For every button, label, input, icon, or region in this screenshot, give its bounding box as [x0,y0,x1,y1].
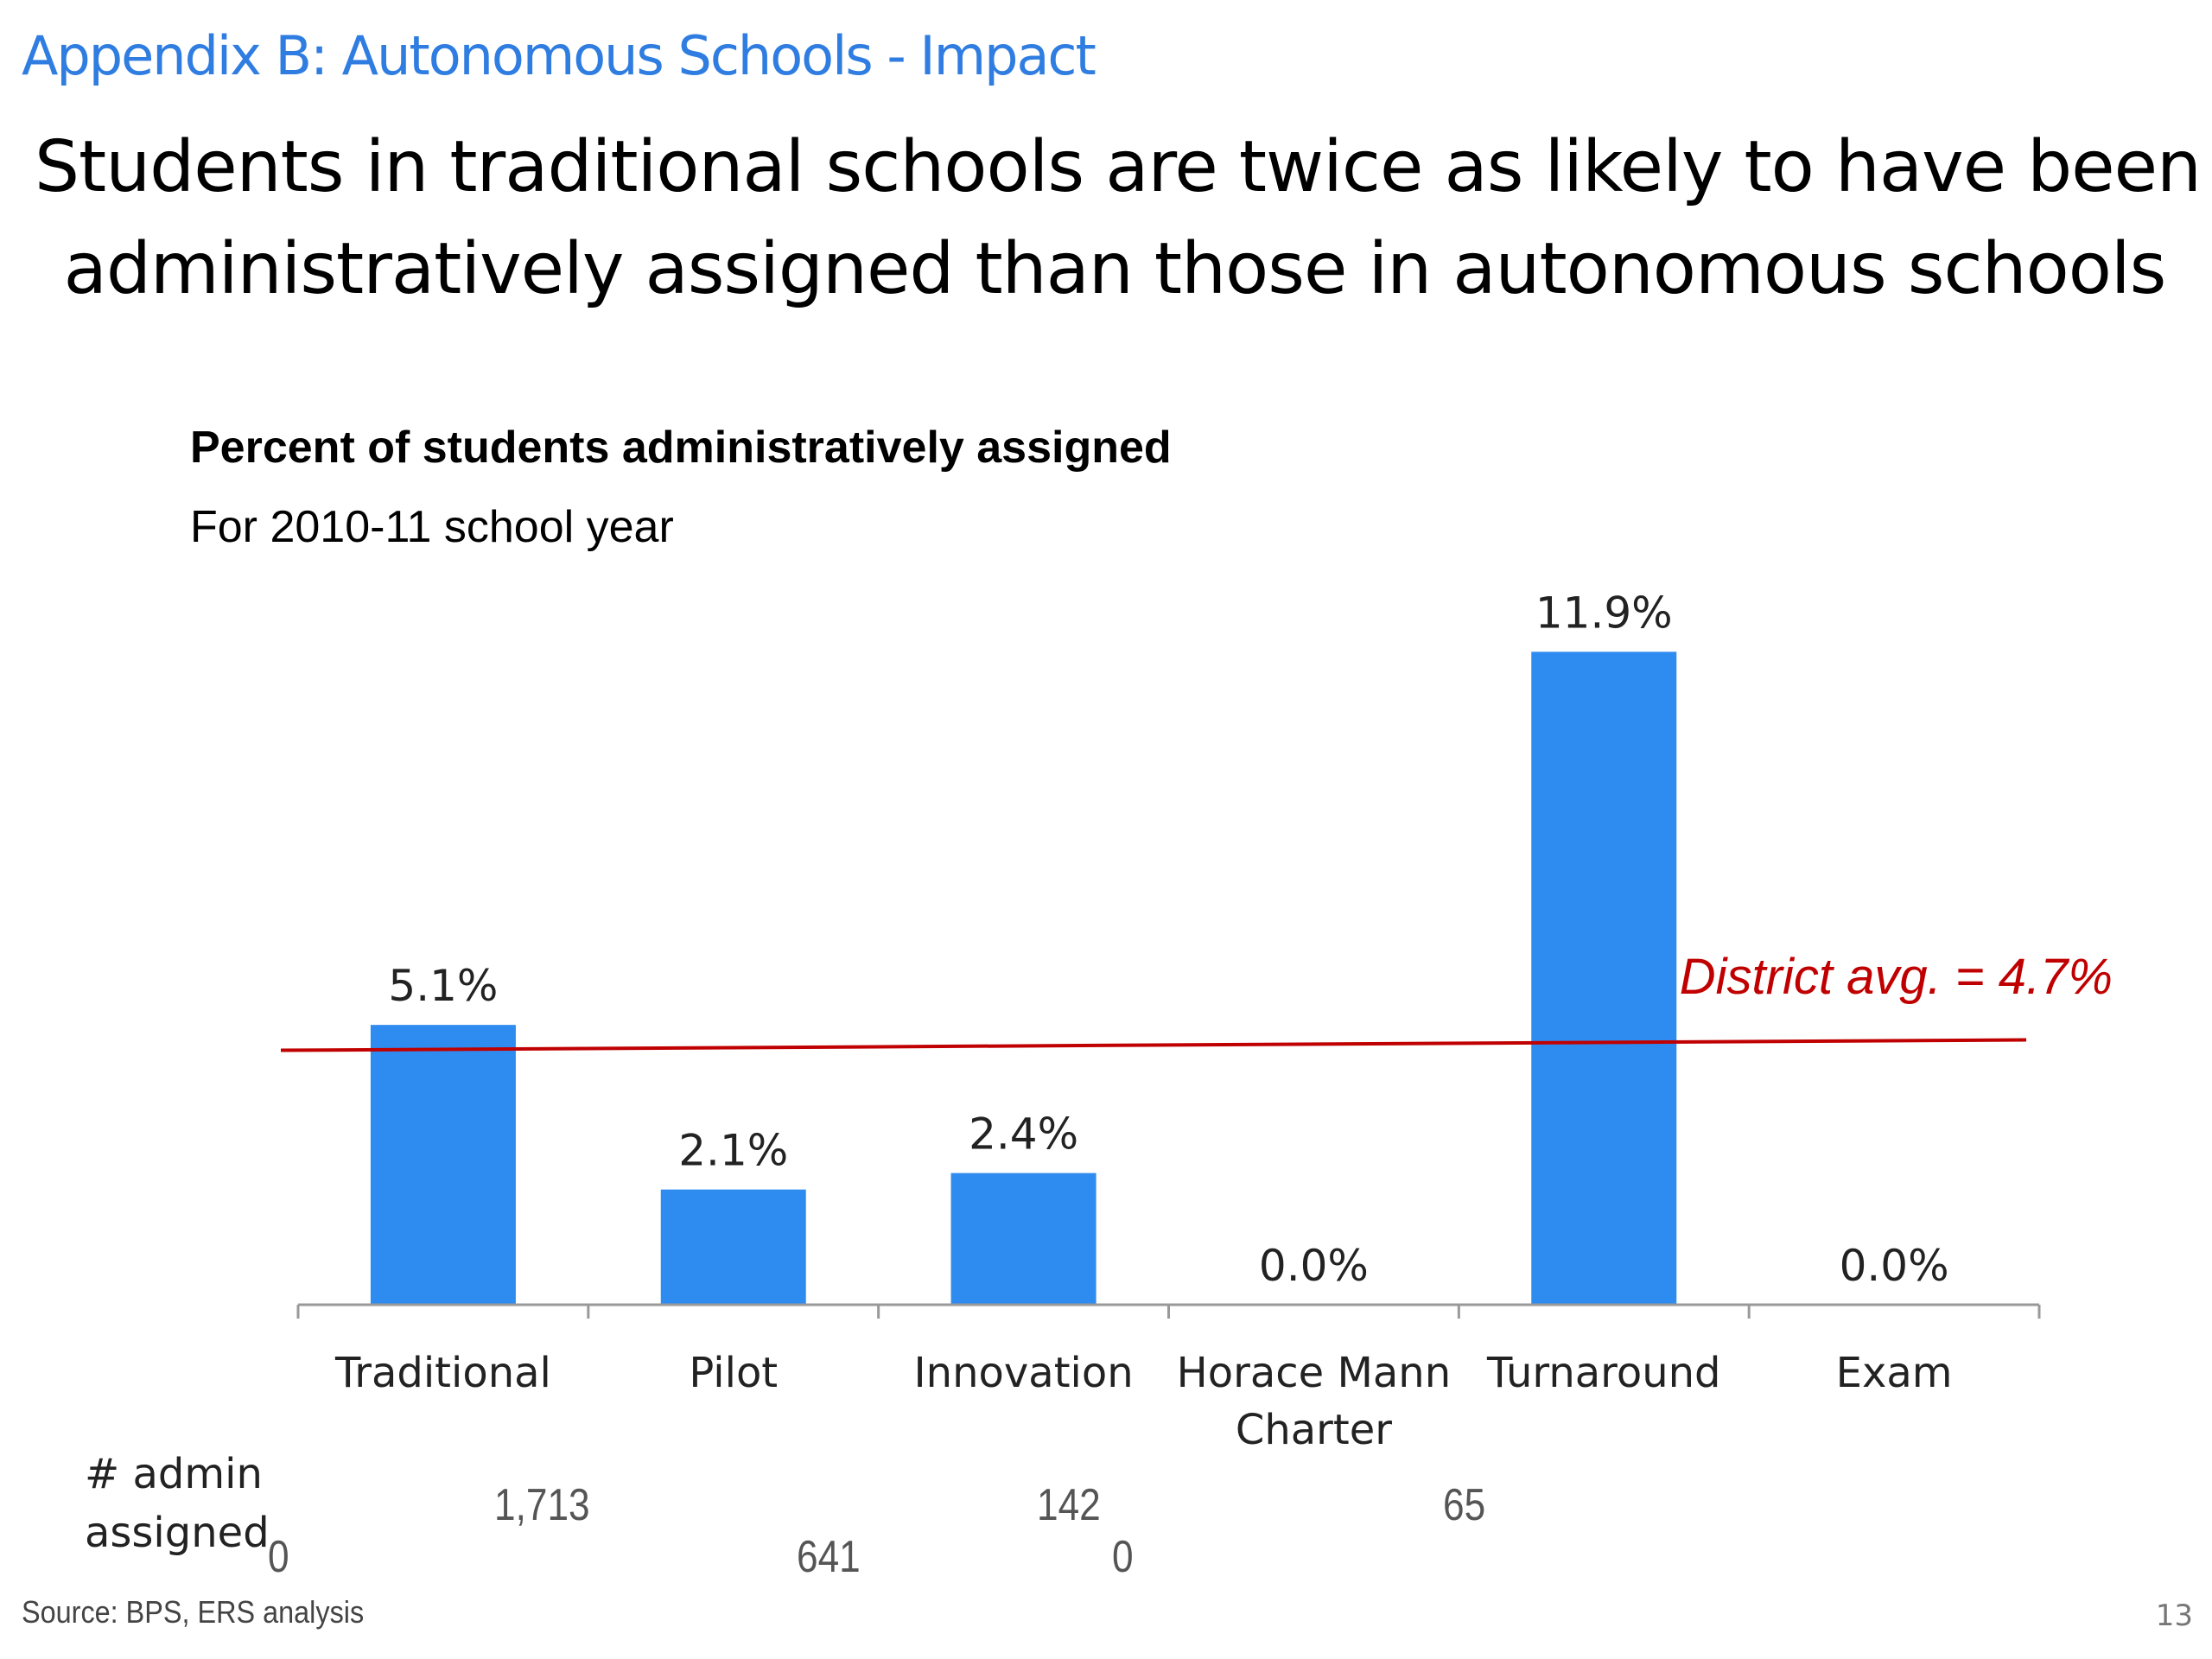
headline-line-2: administratively assigned than those in … [63,228,2167,310]
admin-count-4: 142 [1037,1480,1101,1530]
bar-2 [660,1189,806,1305]
chart-title: Percent of students administratively ass… [190,423,1172,473]
source-note: Source: BPS, ERS analysis [22,1594,365,1630]
headline: Students in traditional schools are twic… [35,117,2202,321]
district-average-label: District avg. = 4.7% [1680,949,2113,1005]
page-number: 13 [2155,1599,2193,1633]
admin-count-5: 0 [1112,1532,1134,1582]
admin-count-3: 641 [797,1532,861,1582]
category-label-3: Innovation [914,1349,1134,1397]
admin-count-6: 65 [1443,1480,1486,1530]
category-label-1: Traditional [334,1349,551,1397]
headline-line-1: Students in traditional schools are twic… [35,126,2202,208]
data-label-1: 5.1% [388,961,498,1011]
admin-count-2: 1,713 [494,1480,590,1530]
data-label-6: 0.0% [1840,1241,1949,1291]
category-label-2: Pilot [689,1349,778,1397]
district-average-line [280,1038,2027,1052]
data-label-5: 11.9% [1535,588,1673,638]
section-title: Appendix B: Autonomous Schools - Impact [22,24,1096,87]
bar-3 [950,1173,1096,1305]
admin-label-line-2: assigned [85,1509,270,1557]
category-label-4: Horace Mann [1177,1349,1451,1397]
data-label-2: 2.1% [678,1126,788,1176]
category-label-5: Turnaround [1486,1349,1721,1397]
category-label-6: Exam [1836,1349,1953,1397]
data-label-4: 0.0% [1259,1241,1369,1291]
category-label-4-line-2: Charter [1236,1406,1392,1454]
admin-assigned-label: # admin assigned [85,1445,270,1562]
admin-label-line-1: # admin [85,1450,263,1498]
bar-5 [1531,652,1677,1305]
data-label-3: 2.4% [969,1109,1078,1160]
chart-subtitle: For 2010-11 school year [190,502,674,552]
bar-1 [370,1025,516,1305]
admin-count-1: 0 [268,1532,289,1582]
